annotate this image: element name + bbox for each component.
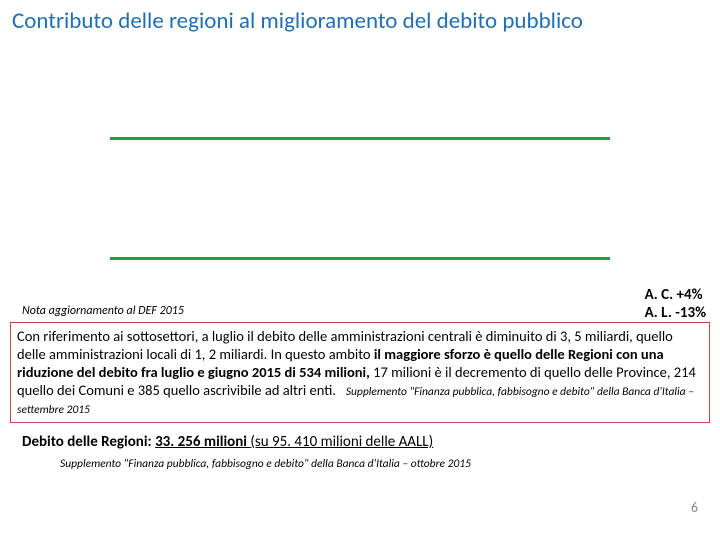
- annotation-al: A. L. -13%: [645, 304, 706, 322]
- chart-placeholder: [110, 72, 630, 282]
- debt-value-num: 33. 256 milioni: [155, 433, 247, 451]
- body-text-box: Con riferimento ai sottosettori, a lugli…: [10, 322, 710, 423]
- chart-line-top: [110, 137, 610, 140]
- chart-line-bottom: [110, 257, 610, 260]
- page-number: 6: [691, 499, 698, 516]
- footer-source: Supplemento "Finanza pubblica, fabbisogn…: [60, 457, 720, 471]
- chart-annotations: A. C. +4% A. L. -13%: [645, 286, 706, 322]
- annotation-ac: A. C. +4%: [645, 286, 706, 304]
- debt-label: Debito delle Regioni:: [22, 433, 152, 451]
- debt-value-paren: (su 95. 410 milioni delle AALL): [250, 433, 433, 451]
- source-note-def: Nota aggiornamento al DEF 2015: [22, 304, 720, 318]
- debt-value: 33. 256 milioni (su 95. 410 milioni dell…: [155, 433, 433, 451]
- slide-title: Contributo delle regioni al migliorament…: [0, 0, 720, 42]
- debt-regions-line: Debito delle Regioni: 33. 256 milioni (s…: [22, 433, 706, 451]
